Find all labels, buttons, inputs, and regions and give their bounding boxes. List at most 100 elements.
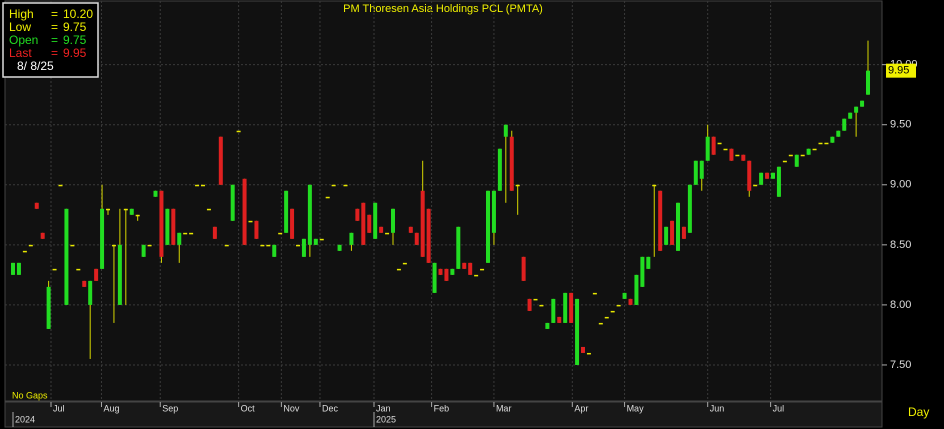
x-tick-label: Apr [574,403,588,413]
candle-body [497,148,502,191]
candle-body [687,184,692,233]
candle-body [824,142,829,145]
candle-body [349,232,354,245]
candle-body [307,184,312,245]
candle-body [46,286,51,329]
candle-body [64,208,69,305]
x-tick-label: Jun [710,403,725,413]
candle-body [230,184,235,221]
candle-body [509,136,514,191]
candle-body [88,280,93,305]
candle-body [343,184,348,187]
candle-body [693,160,698,185]
candle-body [260,244,265,247]
period: Day [908,405,929,419]
candle-body [771,172,775,179]
candle-body [480,268,485,271]
x-tick-label: Feb [434,403,450,413]
candle-body [58,184,63,187]
x-tick-label: Sep [162,403,178,413]
legend-value: 9.75 [63,33,87,47]
candle-body [408,226,413,233]
candle-body [153,190,158,197]
candle-body [474,274,479,277]
candle-body [806,148,811,155]
legend-label: Last [9,46,32,60]
candle-body [854,106,859,113]
x-tick-label: Dec [322,403,339,413]
candle-body [272,244,277,257]
candle-body [171,208,176,245]
candle-body [28,244,33,247]
candle-body [670,220,675,245]
candle-body [22,250,27,253]
candle-body [705,136,710,161]
year-label: 2024 [15,414,35,424]
candle-body [212,226,217,239]
candle-body [218,136,223,185]
candle-body [860,100,865,107]
candle-body [486,190,490,263]
candle-body [236,130,241,133]
candle-body [355,208,360,221]
candle-body [515,184,520,187]
candle-body [747,160,752,191]
candle-body [432,262,437,293]
y-tick-label: 9.00 [890,179,911,191]
candle-body [652,184,657,187]
candle-body [11,262,15,275]
y-tick-label: 8.00 [890,299,911,311]
candle-body [426,208,431,263]
candle-body [367,214,372,233]
legend-sep: = [51,20,58,34]
candle-body [491,190,496,233]
last-price-label: 9.95 [888,65,909,77]
candle-body [313,238,318,245]
candle-body [248,220,253,223]
candle-body [753,184,758,187]
candle-body [539,304,544,307]
candle-body [337,244,342,251]
candle-body [165,208,170,245]
candle-body [836,130,841,137]
candle-body [658,190,663,251]
x-tick-label: Nov [283,403,300,413]
candle-body [147,244,152,247]
candle-body [592,292,597,295]
candle-body [266,244,271,247]
year-label: 2025 [376,414,396,424]
candle-body [741,154,746,161]
candle-body [563,292,568,323]
candle-body [331,184,336,187]
candle-body [82,280,87,287]
legend-value: 9.75 [63,20,87,34]
legend-label: Open [9,33,38,47]
candle-body [794,154,799,167]
candle-body [622,292,627,299]
candle-body [699,160,704,179]
candle-body [284,190,289,233]
plot-area [4,0,883,402]
candle-body [782,160,787,163]
candle-body [842,118,847,131]
candle-body [456,226,461,269]
candle-body [586,352,591,355]
candle-body [818,142,823,145]
candle-body [414,232,419,245]
candle-body [521,256,526,281]
chart-title: PM Thoresen Asia Holdings PCL (PMTA) [343,3,543,15]
legend-date: 8/ 8/25 [17,59,54,73]
candle-body [52,268,57,271]
candle-body [106,208,110,211]
y-tick-label: 8.50 [890,239,911,251]
x-tick-label: Aug [103,403,119,413]
candle-body [40,232,45,239]
x-tick-label: May [627,403,645,413]
candle-body [575,298,580,365]
candle-body [183,232,188,235]
legend-sep: = [51,33,58,47]
candle-body [444,268,449,281]
candle-body [604,316,609,319]
candle-body [450,268,455,275]
